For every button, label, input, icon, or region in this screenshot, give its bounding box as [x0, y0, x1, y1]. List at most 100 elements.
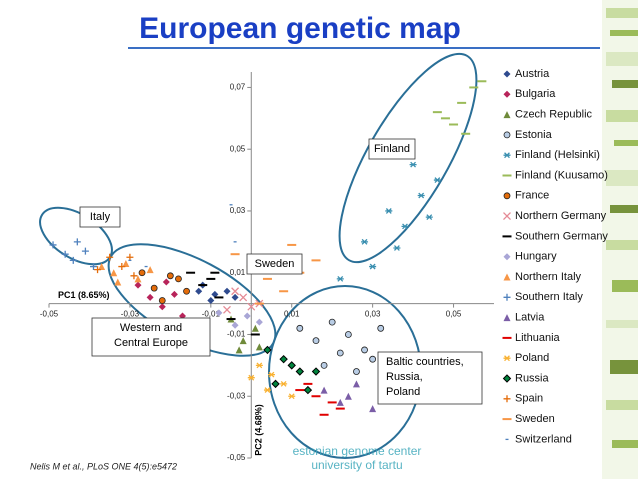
annotation: Italy [90, 211, 111, 223]
series [215, 309, 263, 329]
point [235, 346, 243, 354]
legend-marker [503, 314, 511, 322]
legend-label: Finland (Kuusamo) [515, 169, 608, 181]
legend-marker [503, 111, 511, 119]
point [320, 386, 328, 394]
point [231, 293, 239, 301]
point [255, 318, 263, 326]
y-tick-label: -0,03 [227, 391, 246, 400]
point [344, 331, 352, 338]
series [98, 259, 154, 286]
point [271, 379, 280, 389]
annotation-box [91, 317, 211, 357]
legend-label: Finland (Helsinki) [515, 149, 600, 161]
point [287, 361, 296, 370]
decor-strip [602, 0, 638, 479]
point [122, 259, 130, 267]
point [369, 263, 377, 270]
y-axis-title: PC2 (4.68%) [254, 404, 264, 456]
point [377, 324, 385, 332]
point [49, 241, 57, 249]
point [433, 177, 441, 183]
x-tick-label: -0,05 [40, 310, 59, 319]
legend-label: Russia [515, 372, 550, 384]
point [409, 161, 417, 168]
series [195, 281, 239, 305]
point [328, 318, 336, 326]
point [336, 349, 344, 357]
legend-label: Estonia [515, 129, 553, 141]
point [223, 305, 231, 314]
annotation: Poland [386, 386, 420, 398]
point [303, 385, 313, 395]
point [263, 345, 272, 355]
point [393, 245, 401, 251]
point [417, 192, 425, 199]
point [263, 387, 271, 393]
x-axis-title: PC1 (8.65%) [58, 290, 110, 300]
point [106, 253, 114, 261]
point [401, 223, 409, 230]
y-tick-label: 0,07 [230, 83, 246, 92]
point [207, 297, 215, 305]
point [369, 355, 377, 363]
point [239, 337, 247, 345]
chart-title: European genetic map [139, 12, 461, 45]
point [352, 380, 360, 388]
point [130, 272, 138, 280]
legend-marker [503, 212, 511, 221]
point [369, 405, 377, 413]
point [158, 297, 166, 304]
legend-marker [503, 273, 511, 281]
annotation-box [246, 253, 303, 275]
point [361, 238, 369, 245]
point [170, 290, 178, 298]
legend-marker [503, 253, 511, 261]
series [138, 269, 190, 304]
legend-label: Austria [515, 68, 550, 80]
logo-text: estonian genome center [293, 444, 422, 458]
series [296, 318, 385, 375]
y-tick-label: -0,01 [227, 330, 246, 339]
point [231, 321, 239, 329]
source: Nelis M et al., PLoS ONE 4(5):e5472 [30, 461, 177, 471]
point [175, 275, 182, 283]
point [320, 361, 328, 369]
series [263, 345, 321, 395]
annotation-box [377, 351, 483, 405]
point [255, 343, 263, 351]
legend-marker [503, 131, 511, 139]
legend-label: Switzerland [515, 433, 572, 445]
point [118, 263, 126, 271]
point [239, 293, 248, 302]
series [336, 161, 441, 282]
annotation: Finland [374, 143, 410, 155]
logo-text: university of tartu [311, 458, 402, 472]
point [138, 269, 146, 277]
point [73, 238, 81, 246]
series [49, 238, 97, 271]
point [295, 367, 305, 376]
series [186, 271, 260, 336]
y-tick-label: 0,01 [230, 268, 246, 277]
point [296, 324, 304, 332]
legend-label: Bulgaria [515, 88, 556, 100]
annotation: Sweden [255, 258, 295, 270]
legend-marker [503, 90, 511, 98]
point [90, 263, 97, 271]
point [247, 302, 256, 311]
y-tick-label: -0,05 [227, 453, 246, 462]
point [251, 324, 259, 332]
series [432, 80, 487, 135]
annotation-box [368, 138, 416, 160]
point [166, 272, 174, 280]
legend-marker [503, 192, 511, 200]
legend-marker [503, 152, 511, 159]
point [280, 380, 288, 387]
point [134, 275, 142, 283]
point [425, 214, 433, 221]
point [162, 278, 170, 286]
annotation: Central Europe [114, 337, 188, 349]
annotation-box [79, 206, 121, 228]
